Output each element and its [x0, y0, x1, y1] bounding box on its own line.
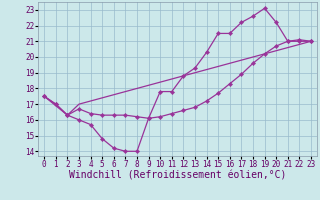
X-axis label: Windchill (Refroidissement éolien,°C): Windchill (Refroidissement éolien,°C)	[69, 171, 286, 181]
